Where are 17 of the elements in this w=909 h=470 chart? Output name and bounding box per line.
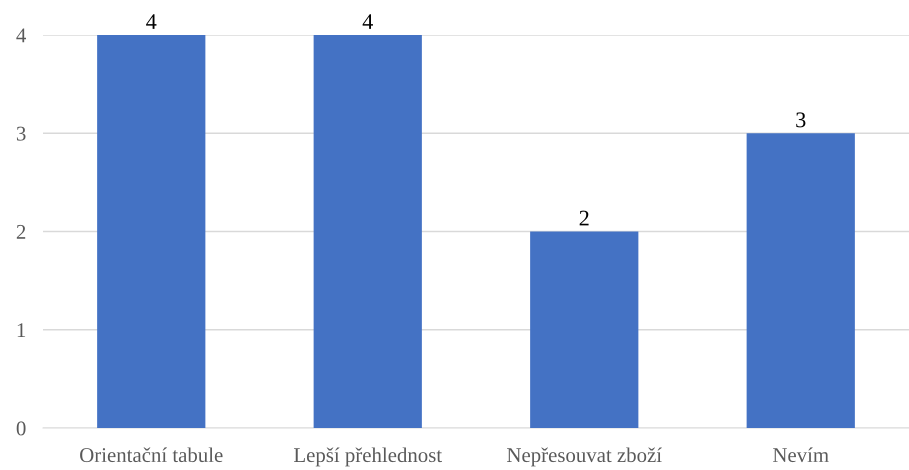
x-tick-label: Orientační tabule — [80, 447, 223, 462]
bar — [530, 232, 638, 428]
x-tick-label: Nepřesouvat zboží — [507, 447, 662, 466]
data-label: 2 — [580, 210, 589, 226]
y-tick-label: 0 — [16, 421, 26, 436]
bar — [746, 133, 855, 428]
data-label: 3 — [796, 112, 806, 128]
x-tick-label: Lepší přehlednost — [294, 447, 442, 466]
bar — [314, 35, 422, 428]
y-tick-label: 3 — [16, 126, 26, 141]
y-tick-label: 4 — [16, 28, 26, 42]
x-tick-label: Nevím — [773, 447, 829, 462]
y-tick-label: 2 — [16, 224, 26, 239]
bar — [97, 35, 206, 428]
y-tick-label: 1 — [18, 323, 26, 337]
data-label: 4 — [146, 14, 156, 29]
data-label: 4 — [362, 14, 373, 29]
